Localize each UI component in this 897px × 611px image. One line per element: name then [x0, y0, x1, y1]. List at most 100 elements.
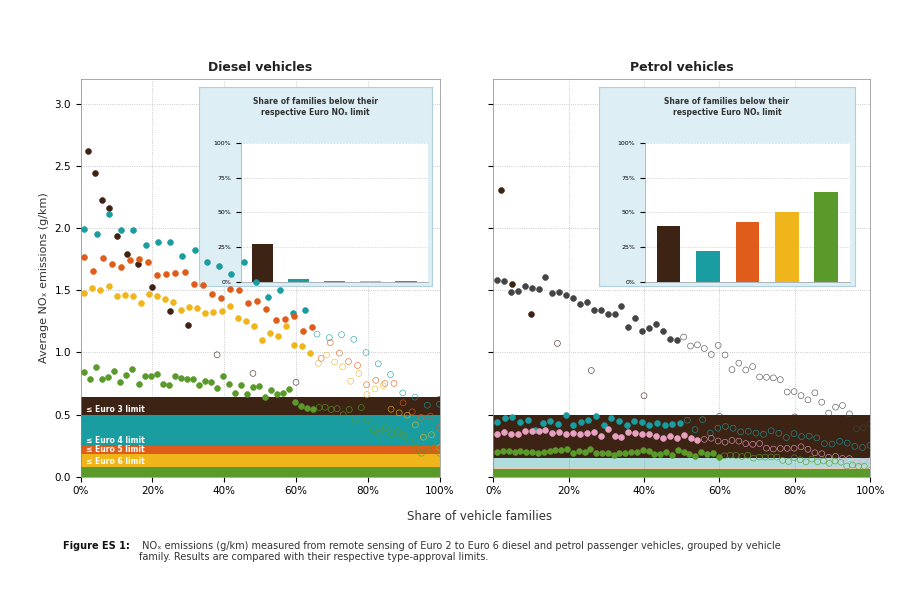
Point [237, 257, 251, 267]
Point [150, 368, 164, 378]
Point [856, 442, 870, 452]
Point [732, 436, 746, 446]
Point [634, 417, 649, 426]
Point [746, 453, 761, 463]
Point [684, 433, 698, 443]
Point [694, 447, 709, 457]
Point [536, 447, 551, 456]
Point [210, 383, 224, 393]
Point [559, 290, 573, 299]
Point [232, 285, 247, 295]
Point [504, 429, 518, 439]
Point [571, 445, 586, 455]
Point [402, 436, 416, 445]
Point [247, 321, 261, 331]
Point [303, 348, 318, 357]
Point [688, 452, 702, 461]
Point [166, 297, 180, 307]
Point [648, 448, 662, 458]
Point [341, 357, 355, 367]
Point [545, 288, 560, 298]
Point [77, 252, 91, 262]
Text: ≤ Euro 6 limit: ≤ Euro 6 limit [86, 458, 144, 466]
Point [86, 266, 100, 276]
Point [372, 428, 387, 438]
Point [173, 373, 187, 383]
Point [263, 328, 277, 338]
Point [241, 298, 256, 308]
Point [275, 389, 290, 398]
Point [285, 308, 300, 318]
Point [150, 291, 164, 301]
Point [606, 450, 621, 460]
Point [658, 420, 672, 430]
Point [573, 429, 588, 439]
Point [168, 371, 182, 381]
Point [656, 433, 670, 443]
Point [799, 457, 814, 467]
Point [277, 314, 292, 324]
Point [296, 326, 310, 336]
Point [566, 428, 580, 437]
Point [360, 390, 374, 400]
Point [718, 422, 733, 431]
Point [676, 332, 691, 342]
Point [138, 240, 152, 250]
Point [656, 326, 670, 336]
Point [531, 448, 545, 458]
Point [849, 424, 864, 434]
Point [531, 426, 545, 436]
Point [725, 436, 739, 445]
Title: Petrol vehicles: Petrol vehicles [630, 61, 734, 74]
Text: ≤ Euro 3 limit: ≤ Euro 3 limit [86, 404, 144, 414]
Point [311, 359, 326, 368]
Point [559, 410, 573, 420]
Point [863, 415, 877, 425]
Point [93, 285, 108, 295]
Point [424, 430, 439, 439]
Point [732, 358, 746, 368]
Point [405, 407, 420, 417]
Point [90, 229, 104, 239]
Point [584, 365, 598, 375]
Point [513, 417, 527, 427]
Point [505, 279, 519, 288]
Point [77, 224, 91, 234]
Point [828, 402, 842, 412]
Point [396, 398, 410, 408]
Point [264, 385, 278, 395]
Point [649, 418, 664, 428]
Bar [493, 467, 870, 469]
Point [182, 302, 196, 312]
Point [294, 401, 309, 411]
Point [697, 343, 711, 353]
Point [404, 397, 418, 406]
Point [846, 460, 860, 470]
Bar [81, 454, 440, 467]
Point [704, 433, 718, 443]
Point [822, 408, 836, 418]
Point [787, 444, 801, 453]
Point [95, 374, 109, 384]
Point [835, 401, 849, 411]
Point [137, 371, 152, 381]
Bar [493, 414, 870, 458]
Point [753, 439, 767, 448]
Point [695, 415, 710, 425]
Point [842, 454, 857, 464]
Point [642, 429, 657, 439]
Point [711, 340, 726, 350]
Point [420, 400, 434, 410]
Point [673, 418, 687, 428]
Point [246, 368, 260, 378]
Point [635, 326, 649, 335]
Point [505, 412, 519, 422]
Text: Share of vehicle families: Share of vehicle families [407, 510, 553, 523]
Point [863, 466, 877, 475]
Point [510, 429, 525, 439]
Point [212, 261, 226, 271]
Point [368, 384, 382, 394]
Point [704, 349, 718, 359]
Point [123, 255, 137, 265]
Point [210, 350, 224, 360]
